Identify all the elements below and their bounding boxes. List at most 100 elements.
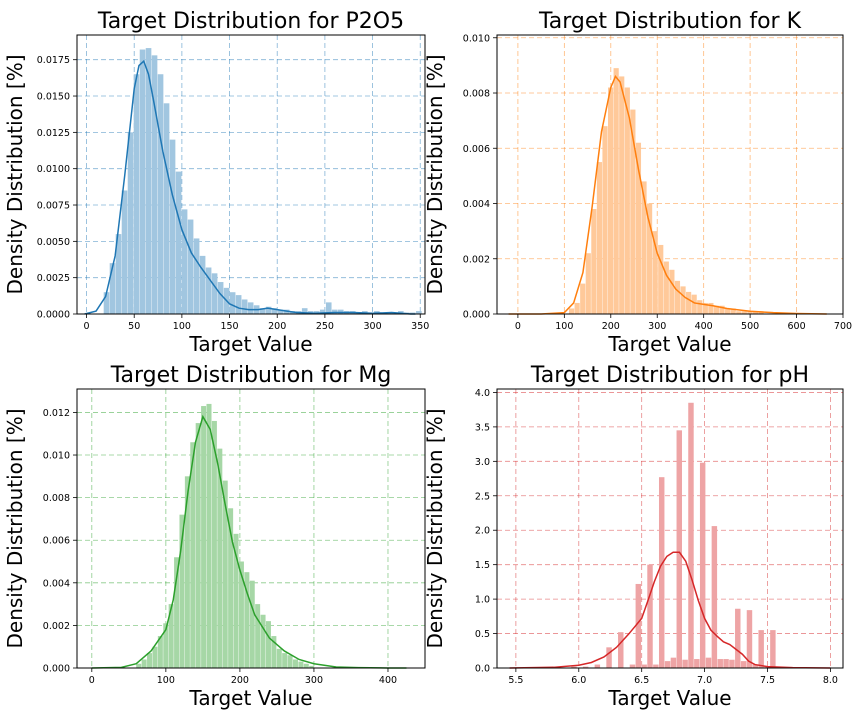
hist-bar <box>664 661 671 668</box>
hist-bar <box>699 462 706 668</box>
x-tick-label: 300 <box>648 321 666 332</box>
hist-bar <box>174 557 180 668</box>
y-tick-label: 2.0 <box>475 526 490 537</box>
x-tick-label: 300 <box>363 321 381 332</box>
hist-bar <box>618 632 624 668</box>
hist-bar <box>175 171 182 314</box>
y-tick-label: 3.0 <box>475 457 490 468</box>
hist-bar <box>157 74 164 314</box>
y-tick-label: 2.5 <box>475 491 490 502</box>
hist-bar <box>697 300 703 314</box>
y-tick-label: 0.0075 <box>37 201 70 212</box>
x-axis: 0 100 200 300 400 500 600 700 <box>515 314 852 332</box>
x-tick-label: 500 <box>741 321 759 332</box>
hist-bar <box>735 608 741 668</box>
y-tick-label: 0.0150 <box>37 92 70 103</box>
hist-bar <box>647 564 653 668</box>
hist-bar <box>719 305 725 314</box>
axes-frame <box>496 34 844 315</box>
hist-bar <box>121 190 128 314</box>
hist-bar <box>591 209 597 314</box>
y-tick-label: 0.0100 <box>37 164 70 175</box>
x-axis-label: Target Value <box>607 686 731 710</box>
kde-line <box>91 414 407 669</box>
hist-bar <box>265 306 272 314</box>
hist-bar <box>746 610 753 668</box>
y-tick-label: 0.006 <box>463 144 490 155</box>
hist-bar <box>109 263 116 314</box>
hist-bar <box>255 604 261 668</box>
y-tick-label: 0.0 <box>475 664 490 675</box>
hist-bar <box>580 283 586 314</box>
y-tick-label: 4.0 <box>475 388 490 399</box>
y-tick-label: 0.0050 <box>37 237 70 248</box>
hist-bar <box>195 423 201 668</box>
hist-bar <box>641 181 647 314</box>
hist-bar <box>217 448 223 668</box>
x-tick-label: 200 <box>602 321 620 332</box>
axes-frame <box>76 388 426 669</box>
hist-bar <box>217 282 224 314</box>
x-tick-label: 7.0 <box>697 675 712 686</box>
hist-bar <box>647 203 653 314</box>
y-tick-label: 0.5 <box>475 629 490 640</box>
panel-ph: 5.5 6.0 6.5 7.0 7.5 8.0 0.0 0.5 1.0 1.5 2.0 2.5 3.0 3… <box>423 363 844 710</box>
hist-bar <box>249 580 255 668</box>
y-axis: 0.0000 0.0025 0.0050 0.0075 0.0100 0.0125 0.01… <box>37 55 77 321</box>
x-tick-label: 200 <box>231 675 249 686</box>
hist-bar <box>694 659 700 668</box>
x-axis-label: Target Value <box>188 686 312 710</box>
hist-bar <box>139 49 146 314</box>
hist-bar <box>624 87 630 315</box>
hist-bar <box>741 311 747 314</box>
hist-bar <box>686 291 692 314</box>
hist-bar <box>663 261 669 314</box>
y-tick-label: 0.004 <box>43 578 70 589</box>
hist-bar <box>187 219 194 314</box>
hist-bar <box>271 636 277 668</box>
x-axis: 0 50 100 150 200 250 300 350 <box>84 314 429 332</box>
hist-bar <box>729 659 735 668</box>
hist-bar <box>199 255 206 314</box>
hist-bar <box>325 302 332 314</box>
hist-bar <box>179 514 185 668</box>
histogram <box>571 402 776 668</box>
hist-bar <box>211 273 218 314</box>
hist-bar <box>723 659 729 668</box>
chart-title: Target Distribution for Mg <box>110 363 392 388</box>
hist-bar <box>736 311 742 314</box>
hist-bar <box>674 280 681 314</box>
hist-bar <box>652 231 658 314</box>
hist-bar <box>303 663 309 668</box>
y-tick-label: 0.0025 <box>37 273 70 284</box>
x-tick-label: 7.5 <box>760 675 775 686</box>
y-axis: 0.000 0.002 0.004 0.006 0.008 0.010 <box>463 33 497 321</box>
axes-frame <box>76 34 426 315</box>
y-tick-label: 1.0 <box>475 595 490 606</box>
hist-bar <box>705 657 712 668</box>
hist-bar <box>752 311 759 314</box>
hist-bar <box>259 308 266 314</box>
hist-bar <box>265 621 271 668</box>
hist-bar <box>635 583 642 668</box>
kde-line <box>509 551 831 669</box>
grid <box>497 389 843 669</box>
hist-bar <box>228 508 234 668</box>
hist-bar <box>193 238 200 314</box>
panel-k: 0 100 200 300 400 500 600 7000.0000.0020.0040.0… <box>423 9 852 356</box>
y-tick-label: 0.008 <box>43 493 70 504</box>
y-tick-label: 3.5 <box>475 422 490 433</box>
y-tick-label: 0.0000 <box>37 310 70 321</box>
hist-bar <box>607 87 614 315</box>
chart-title: Target Distribution for pH <box>530 363 809 388</box>
x-axis: 0 100 200 300 400 <box>89 668 397 686</box>
histogram <box>568 68 764 315</box>
hist-bar <box>574 302 580 314</box>
y-tick-label: 0.012 <box>43 408 70 419</box>
hist-bar <box>244 572 250 668</box>
hist-bar <box>606 647 612 668</box>
y-tick-label: 0.000 <box>43 664 70 675</box>
hist-bar <box>571 666 577 668</box>
panel-mg: 0 100 200 300 4000.0000.0020.0040.0060.0080.… <box>3 363 426 710</box>
hist-bar <box>241 299 248 314</box>
